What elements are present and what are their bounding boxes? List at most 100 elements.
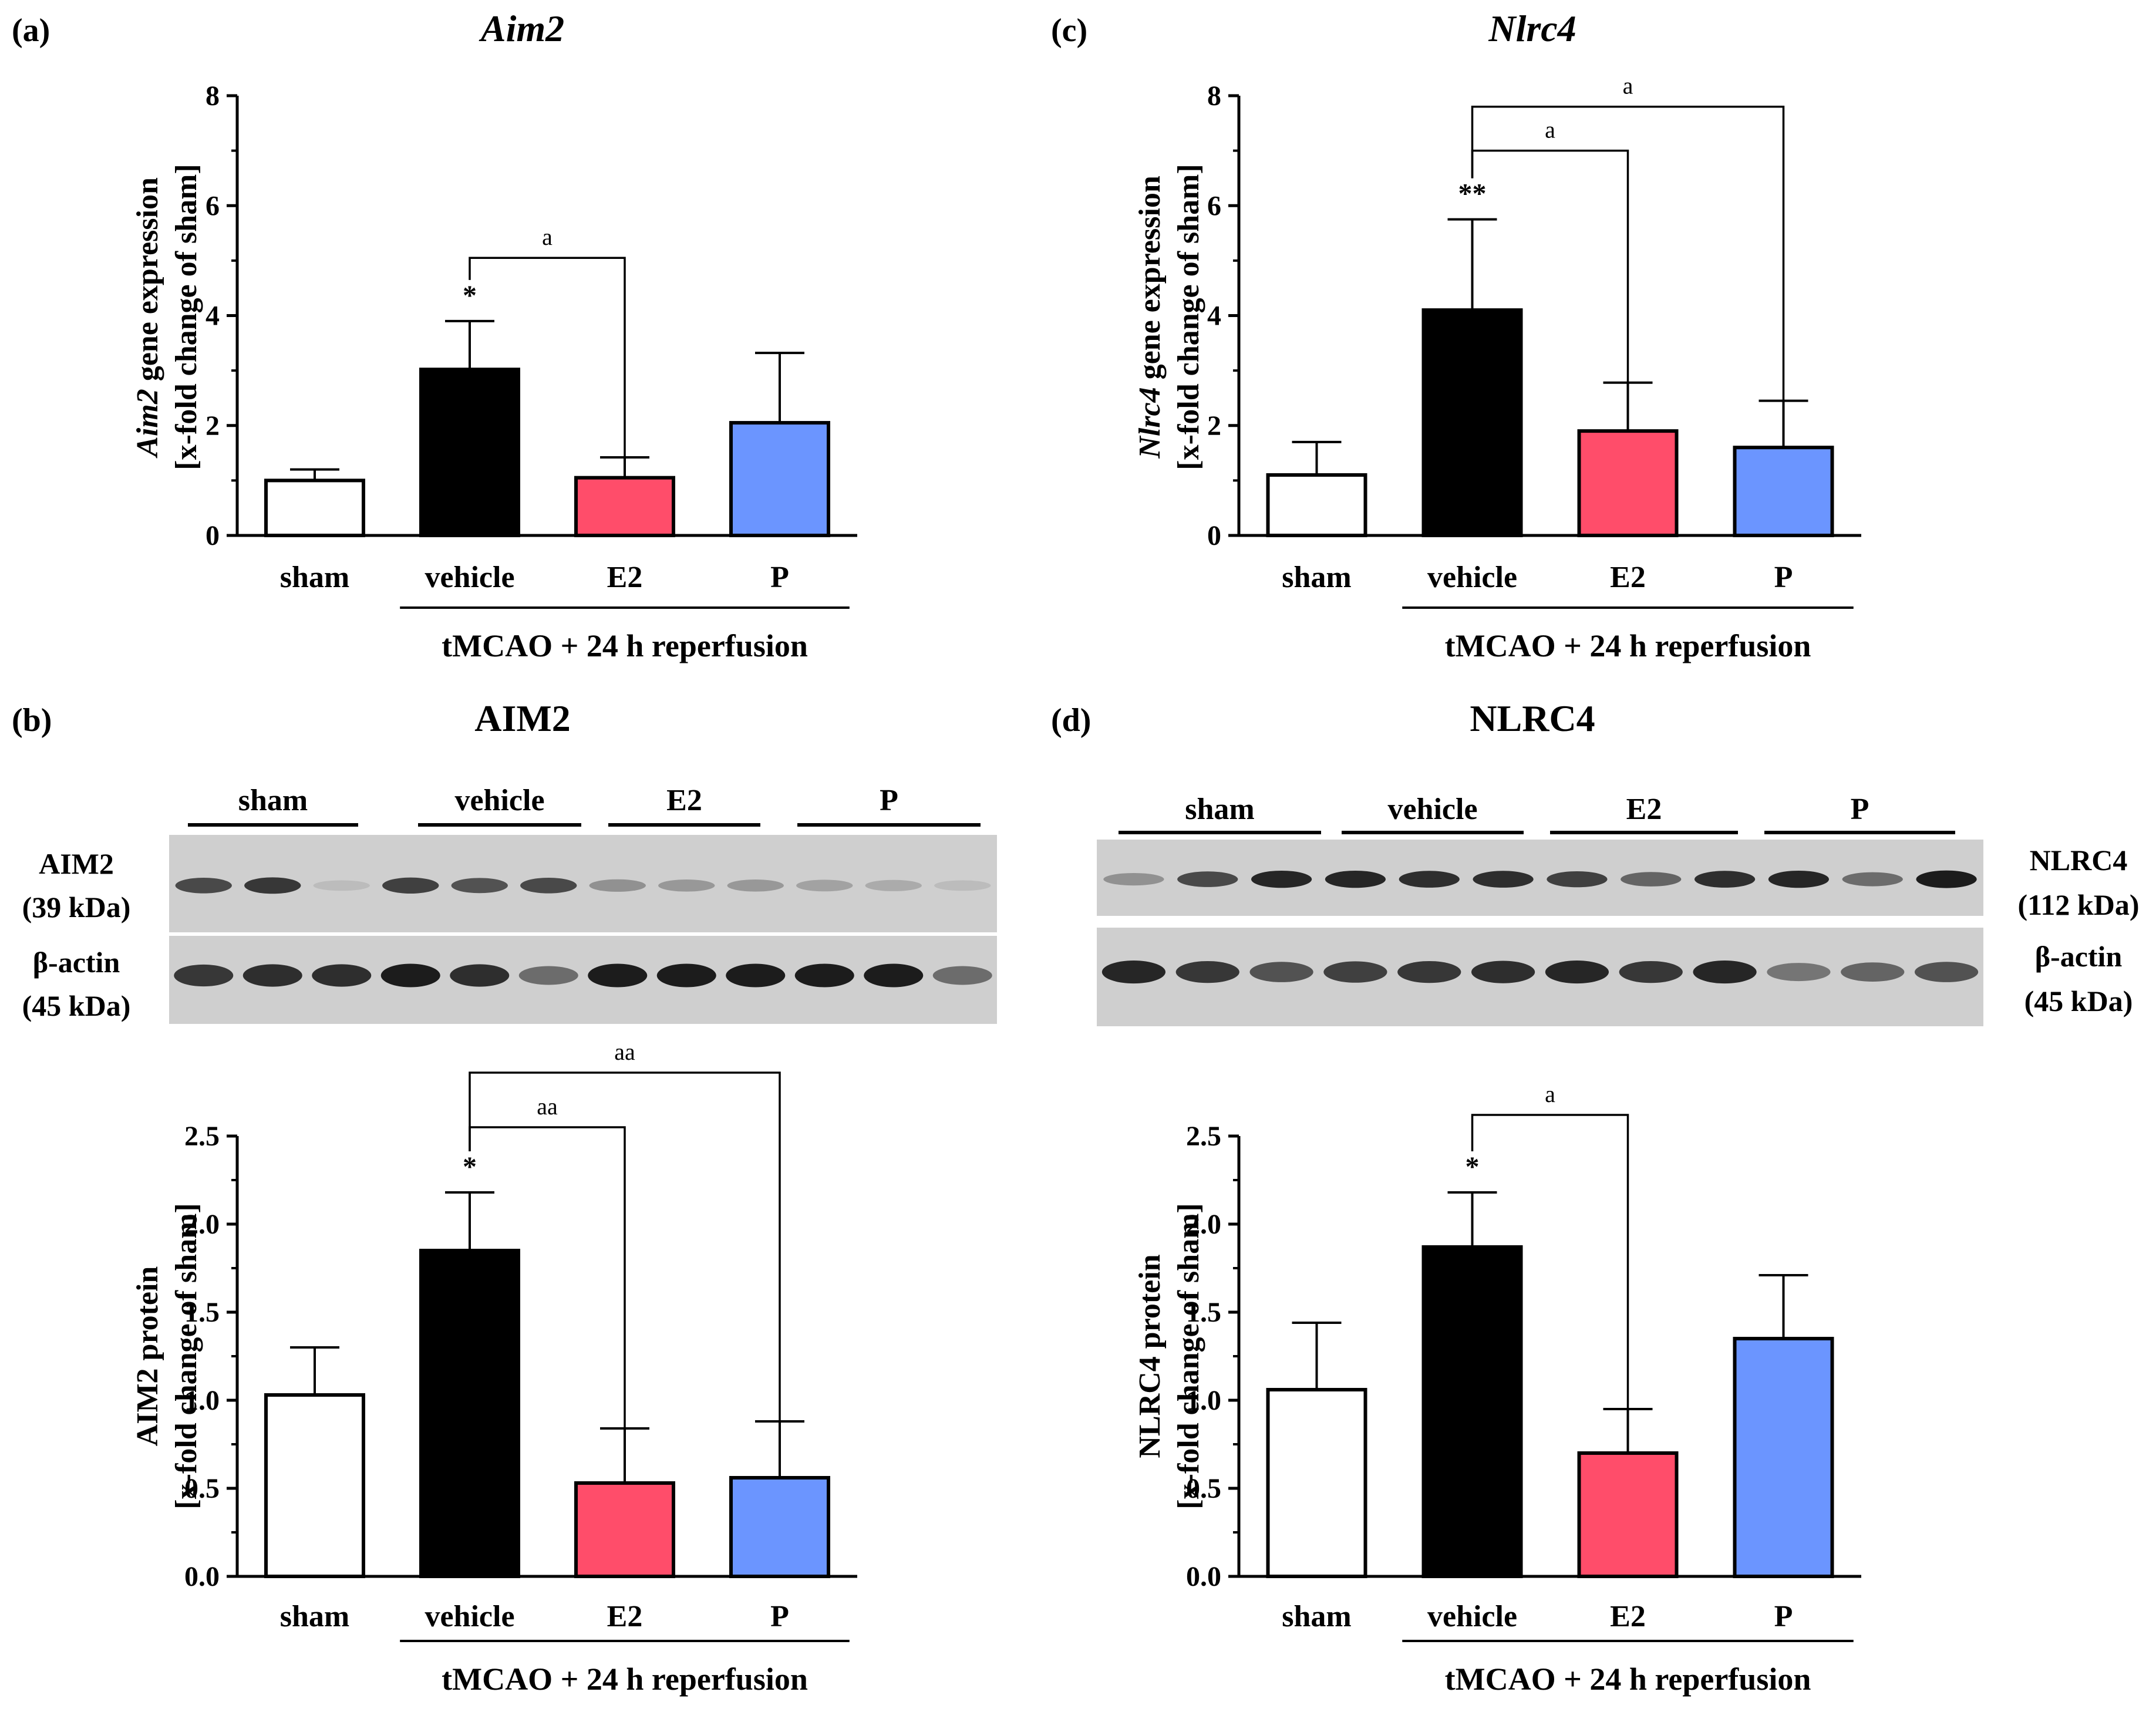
blot-band: [1103, 872, 1164, 886]
blot-group-label: P: [1851, 793, 1869, 826]
y-tick-label: 2: [1207, 410, 1221, 442]
significance-label: aa: [614, 1039, 635, 1065]
blot-band: [1399, 871, 1460, 888]
bar-sham: [1266, 1388, 1367, 1578]
blot-band: [1842, 872, 1903, 887]
blot-band: [1621, 872, 1682, 887]
y-axis-title: Aim2 gene expression [x-fold change of sh…: [131, 164, 203, 470]
y-tick-label: 6: [206, 190, 220, 221]
group-label: tMCAO + 24 h reperfusion: [1445, 628, 1811, 663]
western-blot-d: sham vehicle E2 P NLRC4 (112 kDa) β-actin (45 k…: [1097, 793, 2139, 1026]
blot-group-label: sham: [238, 784, 308, 817]
bar-vehicle: [419, 1249, 520, 1578]
blot-side-label: (45 kDa): [2024, 985, 2133, 1017]
y-axis-title-rest: AIM2 protein: [131, 1266, 164, 1447]
blot-band: [1249, 962, 1313, 982]
y-tick-label: 8: [1207, 80, 1221, 112]
blot-band: [450, 964, 510, 987]
y-tick-label: 2.0: [184, 1209, 220, 1240]
y-tick-label: 8: [206, 80, 220, 112]
y-tick-label: 4: [206, 301, 220, 332]
significance-star: *: [1466, 1151, 1480, 1182]
blot-target-membrane: [1097, 840, 1983, 916]
chart-panel-d: (d) NLRC4 NLRC4 protein [x-fold change of s…: [1051, 697, 1861, 1697]
y-tick-label: 1.5: [1186, 1297, 1221, 1328]
blot-band: [1914, 962, 1979, 982]
blot-band: [1767, 963, 1831, 982]
bar-E2: [574, 476, 675, 537]
y-axis-title-rest: gene expression: [1133, 176, 1167, 387]
blot-band: [794, 963, 854, 988]
blot-band: [242, 964, 302, 987]
significance-bracket: [469, 1071, 781, 1474]
bar-P: [729, 421, 830, 537]
significance-label: aa: [537, 1093, 558, 1120]
blot-side-label: β-actin: [2035, 940, 2123, 973]
x-tick-label: vehicle: [1427, 1600, 1517, 1633]
chart-title: Aim2: [479, 8, 564, 49]
blot-band: [1323, 961, 1387, 983]
blot-band: [382, 877, 439, 894]
x-tick-label: sham: [1282, 1600, 1351, 1633]
y-axis-title-line2: [x-fold change of sham]: [1172, 164, 1205, 470]
blot-actin-membrane: [169, 936, 997, 1024]
bar-vehicle: [1421, 308, 1523, 537]
y-axis-title-line1: AIM2 protein: [131, 1266, 164, 1447]
blot-group-label: E2: [666, 784, 702, 817]
blot-band: [1251, 870, 1312, 888]
bar-sham: [264, 1393, 365, 1578]
bar-E2: [1577, 429, 1679, 537]
blot-band: [1473, 871, 1534, 888]
significance-label: a: [1545, 117, 1555, 143]
chart-title: AIM2: [474, 697, 571, 739]
blot-band: [726, 963, 786, 988]
bar-E2: [1577, 1451, 1679, 1578]
blot-band: [864, 963, 924, 988]
y-axis-title-line1: Aim2 gene expression: [131, 177, 164, 459]
blot-band: [1693, 961, 1757, 984]
blot-band: [932, 966, 992, 985]
blot-band: [1545, 961, 1609, 984]
blot-band: [1101, 961, 1166, 984]
blot-band: [1177, 871, 1238, 887]
significance-bracket: [1471, 105, 1785, 444]
blot-band: [934, 880, 991, 891]
y-tick-label: 2: [206, 410, 220, 442]
blot-side-label: (112 kDa): [2018, 888, 2140, 921]
chart-panel-b: (b) AIM2 AIM2 protein [x-fold change of sha…: [12, 697, 857, 1697]
y-tick-label: 1.5: [184, 1297, 220, 1328]
x-tick-label: P: [770, 1600, 789, 1633]
bar-P: [1733, 446, 1834, 538]
x-tick-label: E2: [607, 561, 643, 594]
bar-vehicle: [419, 368, 520, 537]
x-tick-label: vehicle: [425, 561, 514, 594]
blot-band: [656, 963, 716, 988]
blot-side-label: (45 kDa): [22, 989, 131, 1022]
x-tick-label: E2: [607, 1600, 643, 1633]
blot-side-label: AIM2: [39, 847, 114, 880]
y-tick-label: 2.0: [1186, 1209, 1221, 1240]
blot-band: [174, 964, 234, 987]
blot-band: [312, 964, 372, 987]
y-tick-label: 6: [1207, 190, 1221, 221]
blot-band: [658, 879, 715, 892]
y-tick-label: 2.5: [184, 1121, 220, 1152]
group-label: tMCAO + 24 h reperfusion: [1445, 1662, 1811, 1697]
panel-letter: (b): [12, 702, 52, 739]
blot-side-label: (39 kDa): [22, 891, 131, 924]
y-axis-title-line1: NLRC4 protein: [1133, 1254, 1167, 1458]
blot-target-membrane: [169, 835, 997, 932]
blot-band: [518, 966, 578, 985]
y-axis-title-line2: [x-fold change of sham]: [1172, 1203, 1205, 1509]
blot-band: [589, 879, 646, 892]
significance-label: a: [542, 224, 553, 250]
y-axis-title-line1: Nlrc4 gene expression: [1133, 176, 1167, 459]
significance-star: *: [463, 280, 477, 311]
western-blot-b: sham vehicle E2 P AIM2 (39 kDa) β-actin (45 kDa…: [22, 784, 997, 1024]
chart-title: Nlrc4: [1488, 8, 1576, 49]
significance-bracket: [1471, 1114, 1629, 1450]
blot-band: [796, 879, 853, 892]
